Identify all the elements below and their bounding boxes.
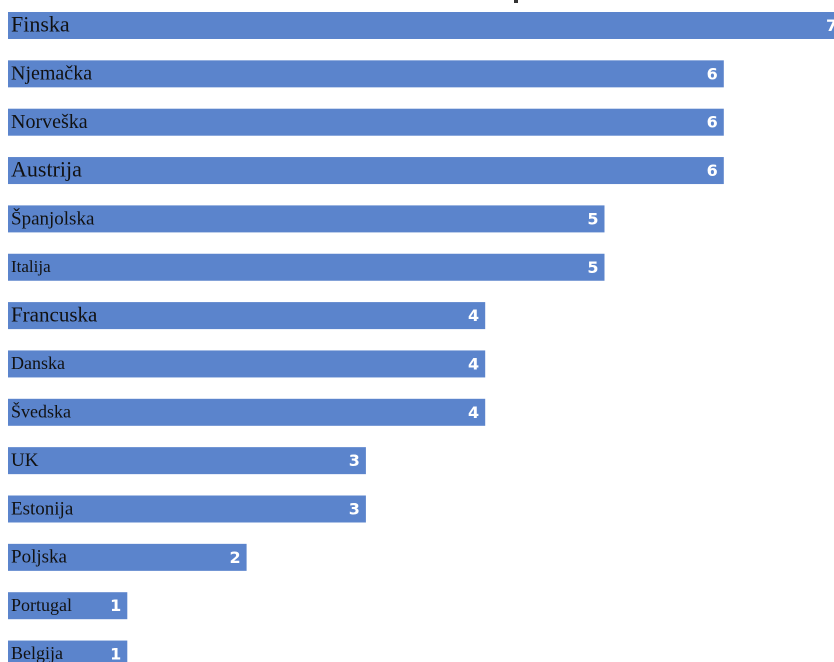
- category-label: Estonija: [11, 498, 74, 519]
- bar-1: [8, 60, 724, 88]
- bar-5: [8, 253, 605, 281]
- bar-8: [8, 398, 486, 426]
- value-label: 6: [707, 64, 718, 83]
- value-label: 5: [587, 258, 598, 277]
- category-label: Danska: [11, 353, 65, 373]
- category-label: Finska: [11, 12, 70, 37]
- top-tick-mark: [514, 0, 518, 3]
- value-label: 6: [707, 161, 718, 180]
- value-label: 7: [826, 16, 834, 35]
- value-label: 1: [110, 645, 121, 662]
- bar-9: [8, 447, 366, 475]
- category-label: Španjolska: [11, 207, 95, 229]
- value-label: 4: [468, 306, 479, 325]
- value-label: 6: [707, 113, 718, 132]
- bar-11: [8, 543, 247, 571]
- value-label: 1: [110, 596, 121, 615]
- category-label: Njemačka: [11, 62, 92, 84]
- bar-7: [8, 350, 486, 378]
- bar-2: [8, 108, 724, 136]
- bar-13: [8, 640, 128, 662]
- value-label: 3: [349, 500, 360, 519]
- category-label: Norveška: [11, 111, 88, 133]
- value-label: 4: [468, 354, 479, 373]
- category-label: UK: [11, 450, 39, 471]
- value-label: 5: [587, 209, 598, 228]
- value-label: 3: [349, 451, 360, 470]
- value-label: 4: [468, 403, 479, 422]
- bar-12: [8, 592, 128, 620]
- category-label: Italija: [11, 257, 51, 276]
- category-label: Poljska: [11, 547, 68, 568]
- value-label: 2: [229, 548, 240, 567]
- category-label: Portugal: [11, 595, 72, 615]
- bar-3: [8, 157, 724, 185]
- bar-10: [8, 495, 366, 523]
- category-label: Francuska: [11, 302, 98, 326]
- bar-4: [8, 205, 605, 233]
- bar-6: [8, 302, 486, 330]
- category-label: Švedska: [11, 400, 71, 421]
- bar-0: [8, 12, 834, 39]
- category-label: Austrija: [11, 157, 82, 182]
- category-label: Belgija: [11, 643, 63, 662]
